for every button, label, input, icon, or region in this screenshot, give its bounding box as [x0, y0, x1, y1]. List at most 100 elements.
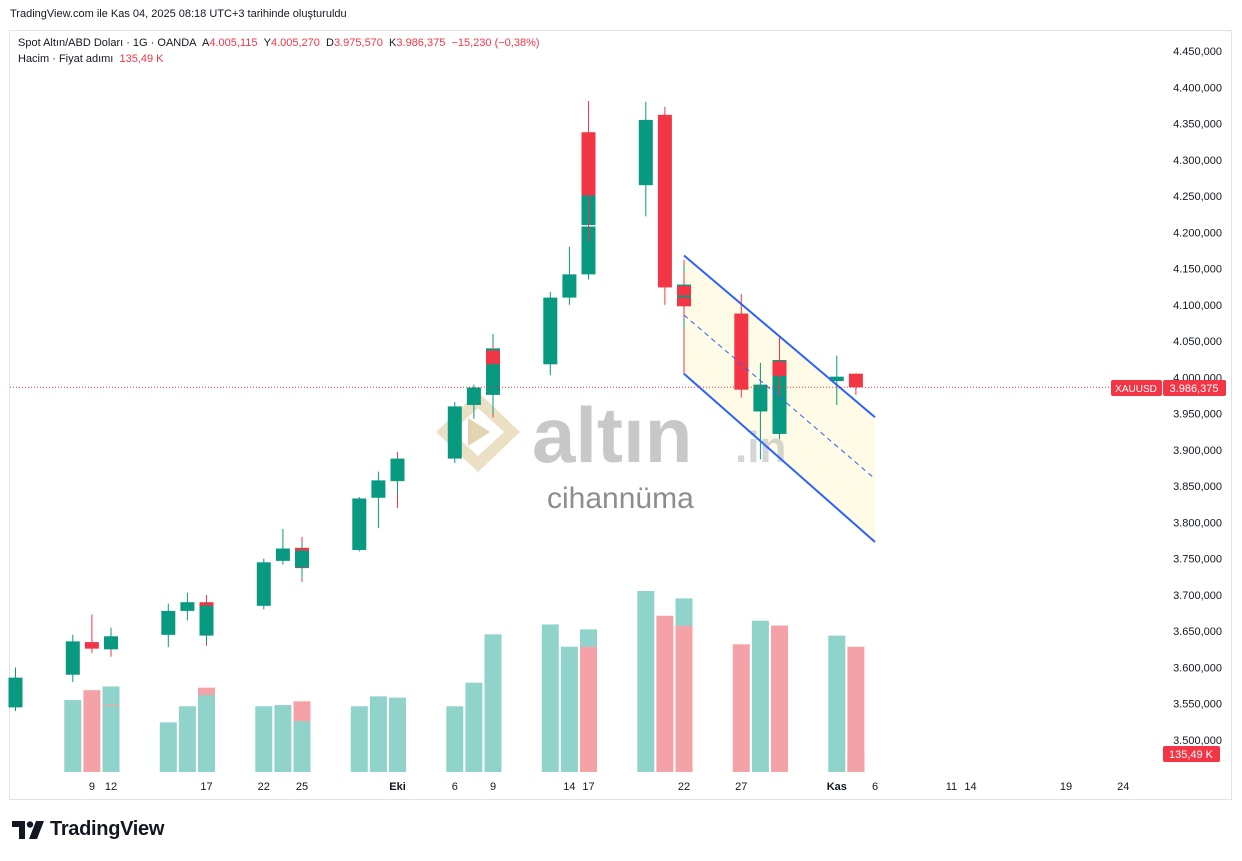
candle-body — [352, 498, 367, 550]
volume-bar — [159, 722, 177, 772]
candles — [8, 101, 863, 711]
volume-tag: 135,49 K — [1163, 746, 1220, 762]
price-tick-label: 3.850,000 — [1173, 481, 1222, 493]
time-tick-label: 17 — [582, 781, 594, 793]
volume-bar — [828, 635, 846, 772]
time-tick-label: 27 — [735, 781, 747, 793]
volume-bar — [102, 706, 120, 772]
price-tick-label: 3.650,000 — [1173, 626, 1222, 638]
candle-body — [256, 562, 271, 606]
time-tick-label: 22 — [258, 781, 270, 793]
volume-bar — [847, 646, 865, 772]
candle — [753, 362, 768, 460]
candle-body — [371, 480, 386, 498]
price-tick-label: 3.900,000 — [1173, 445, 1222, 457]
legend-high: 4.005,270 — [270, 37, 320, 49]
legend-open: 4.005,115 — [209, 37, 258, 49]
price-tick-label: 4.200,000 — [1173, 227, 1222, 239]
price-tick-label: 4.250,000 — [1173, 191, 1222, 203]
time-tick-label: 6 — [452, 781, 458, 793]
candle-body — [104, 636, 118, 645]
volume-bar — [198, 695, 215, 772]
candle — [180, 592, 195, 621]
candle — [352, 497, 367, 552]
candle-body — [848, 373, 863, 388]
price-tick-label: 3.550,000 — [1173, 699, 1222, 711]
candle — [638, 101, 653, 217]
time-tick-label: 25 — [296, 781, 308, 793]
candle — [65, 634, 80, 682]
time-tick-label: 6 — [872, 781, 878, 793]
candle — [199, 602, 214, 643]
price-tick-label: 3.800,000 — [1173, 517, 1222, 529]
candle-body — [390, 458, 405, 482]
volume-bar — [771, 625, 788, 772]
candle-body — [65, 641, 80, 675]
time-tick-label: 14 — [563, 781, 575, 793]
time-tick-label: 11 — [946, 781, 957, 793]
price-tick-label: 4.100,000 — [1173, 300, 1222, 312]
candle — [677, 272, 691, 318]
price-tick-label: 3.500,000 — [1173, 735, 1222, 747]
time-tick-label: 22 — [678, 781, 690, 793]
candle — [581, 101, 596, 242]
volume-bar — [465, 682, 483, 772]
channel-upper-line — [683, 254, 876, 419]
time-tick-label: 19 — [1060, 781, 1072, 793]
candle-body — [295, 550, 309, 561]
candle-body — [84, 642, 99, 649]
price-tick-label: 3.750,000 — [1173, 554, 1222, 566]
price-tag: XAUUSD 3.986,375 — [1111, 380, 1226, 396]
volume-bar — [389, 700, 406, 772]
watermark-brand: altın — [532, 391, 692, 479]
time-tick-label: 9 — [490, 781, 496, 793]
time-tick-label: Kas — [827, 781, 847, 793]
candle — [8, 667, 23, 711]
candle — [848, 373, 863, 396]
candle-body — [447, 406, 462, 459]
volume-bar — [369, 696, 387, 772]
chart-frame[interactable] — [9, 30, 1232, 800]
candle — [84, 614, 99, 653]
tradingview-logo[interactable]: TradingView — [12, 818, 164, 841]
candle-body — [753, 384, 768, 412]
volume-bar — [484, 634, 502, 772]
legend-low: 3.975,570 — [333, 37, 383, 49]
price-tag-symbol: XAUUSD — [1115, 384, 1157, 395]
volume-bar — [274, 705, 292, 772]
volume-bar — [580, 646, 597, 772]
candle — [104, 631, 118, 650]
channel-lines — [683, 254, 876, 543]
channel-lower-line — [683, 372, 876, 543]
volume-bar — [732, 644, 750, 772]
price-tag-value: 3.986,375 — [1170, 383, 1219, 395]
volume-bar — [637, 590, 655, 772]
legend-low-label: D — [326, 37, 334, 49]
volume-tag-value: 135,49 K — [1169, 749, 1214, 761]
price-tick-label: 4.450,000 — [1173, 46, 1222, 58]
candle-body — [275, 548, 290, 561]
tradingview-logo-text: TradingView — [50, 818, 165, 840]
candle-body — [161, 610, 176, 635]
candle — [447, 402, 462, 463]
candle-body — [180, 602, 195, 611]
candle — [275, 528, 290, 565]
price-tick-label: 4.300,000 — [1173, 155, 1222, 167]
watermark-subtitle: cihannüma — [547, 482, 694, 515]
price-tick-label: 3.950,000 — [1173, 409, 1222, 421]
legend-close-label: K — [389, 37, 397, 49]
legend-volume-label: Hacim · Fiyat adımı — [18, 53, 114, 65]
candle-body — [466, 387, 481, 405]
price-tick-label: 4.400,000 — [1173, 82, 1222, 94]
candle — [466, 384, 481, 419]
price-tick-label: 4.150,000 — [1173, 264, 1222, 276]
legend-high-label: Y — [263, 37, 271, 49]
volume-bar — [255, 706, 273, 772]
candle-body — [581, 226, 596, 275]
legend-open-label: A — [202, 37, 210, 49]
volume-bars — [64, 590, 865, 772]
candle — [161, 603, 176, 648]
time-tick-label: 14 — [964, 781, 976, 793]
time-tick-label: Eki — [389, 781, 406, 793]
